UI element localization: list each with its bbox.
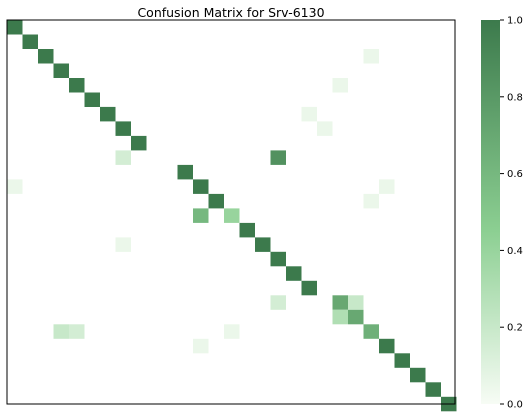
colorbar: [481, 20, 500, 404]
heatmap-cell-r22-c24: [379, 338, 395, 354]
heatmap-cell-r12-c13: [208, 193, 224, 209]
heatmap-cell-r21-c3: [53, 324, 69, 339]
heatmap-cell-r23-c25: [394, 353, 410, 368]
heatmap-cell-r15-c7: [115, 237, 131, 252]
heatmap-cell-r21-c23: [363, 324, 379, 339]
heatmap-cell-r0-c0: [7, 20, 23, 35]
colorbar-tick-label: 0.4: [507, 246, 523, 257]
heatmap-cell-r18-c19: [301, 280, 317, 296]
chart-title: Confusion Matrix for Srv-6130: [137, 5, 324, 20]
heatmap-cell-r13-c14: [224, 208, 240, 223]
colorbar-tick-label: 0.2: [507, 323, 523, 334]
heatmap-cell-r8-c8: [131, 135, 147, 151]
heatmap-cell-r6-c6: [100, 106, 116, 122]
colorbar-tick-label: 0.8: [507, 92, 523, 103]
heatmap-cell-r4-c21: [332, 78, 348, 93]
heatmap-cell-r21-c14: [224, 324, 240, 339]
heatmap-cell-r11-c12: [193, 179, 209, 194]
heatmap-cell-r6-c19: [301, 106, 317, 122]
heatmap-cell-r3-c3: [53, 63, 69, 78]
heatmap-cell-r20-c22: [348, 309, 364, 325]
heatmap-cell-r19-c17: [270, 295, 286, 310]
heatmap-cell-r14-c15: [239, 222, 255, 238]
heatmap-cell-r25-c27: [425, 382, 441, 397]
heatmap-cell-r4-c4: [69, 78, 85, 93]
plot-area-frame: [6, 19, 456, 405]
heatmap-cell-r2-c2: [38, 49, 54, 64]
heatmap-cell-r19-c22: [348, 295, 364, 310]
heatmap-cell-r9-c17: [270, 150, 286, 165]
colorbar-tick-label: 0.0: [507, 400, 523, 411]
heatmap-cell-r12-c23: [363, 193, 379, 209]
heatmap-cell-r22-c12: [193, 338, 209, 354]
heatmap-cell-r1-c1: [22, 34, 38, 49]
heatmap-cell-r7-c20: [317, 121, 333, 136]
heatmap-cell-r2-c23: [363, 49, 379, 64]
heatmap-cell-r7-c7: [115, 121, 131, 136]
heatmap-cell-r16-c17: [270, 251, 286, 267]
heatmap-cell-r24-c26: [410, 367, 426, 383]
heatmap-cell-r20-c21: [332, 309, 348, 325]
heatmap-cell-r17-c18: [286, 266, 302, 281]
heatmap-cell-r13-c12: [193, 208, 209, 223]
colorbar-ticks: 0.0 0.2 0.4 0.6 0.8 1.0: [500, 16, 523, 411]
heatmap-cell-r9-c7: [115, 150, 131, 165]
heatmap-cell-r11-c0: [7, 179, 23, 194]
heatmap-cells: [7, 20, 457, 412]
heatmap-cell-r15-c16: [255, 237, 271, 252]
colorbar-tick-label: 1.0: [507, 16, 523, 27]
heatmap-cell-r5-c5: [84, 92, 100, 107]
heatmap-cell-r11-c24: [379, 179, 395, 194]
heatmap-cell-r10-c11: [177, 164, 193, 180]
heatmap-cell-r21-c4: [69, 324, 85, 339]
heatmap-cell-r19-c21: [332, 295, 348, 310]
colorbar-tick-label: 0.6: [507, 169, 523, 180]
